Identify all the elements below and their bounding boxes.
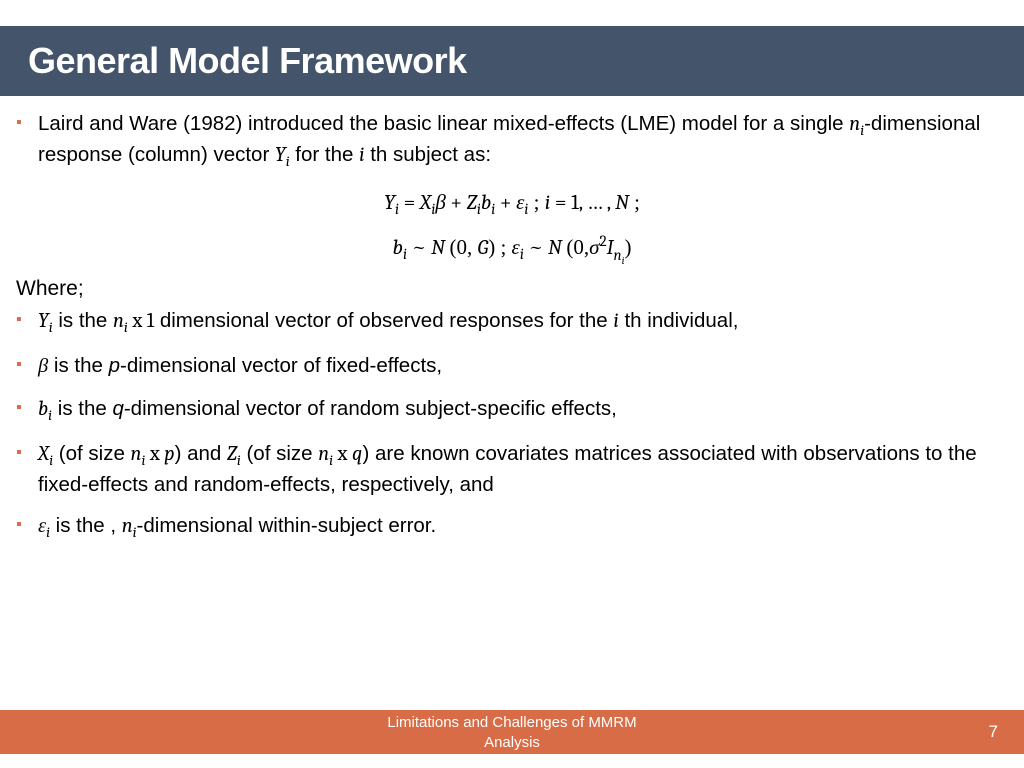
def-eps: εi is the , ni-dimensional within-subjec… bbox=[14, 512, 1010, 543]
def-bi: bi is the q-dimensional vector of random… bbox=[14, 395, 1010, 426]
def-beta: β is the p-dimensional vector of fixed-e… bbox=[14, 352, 1010, 381]
equation-2: bi ~ N (0, G) ; εi ~ N (0,σ2Ini) bbox=[14, 229, 1010, 269]
intro-text-4: th subject as: bbox=[365, 143, 491, 166]
equation-1: Yi = Xiβ + Zibi + εi ; i = 1, … , N ; bbox=[14, 186, 1010, 221]
title-bar: General Model Framework bbox=[0, 26, 1024, 96]
intro-text-1: Laird and Ware (1982) introduced the bas… bbox=[38, 112, 849, 135]
footer-title: Limitations and Challenges of MMRMAnalys… bbox=[0, 713, 1024, 752]
def-xi-zi: Xi (of size ni x p) and Zi (of size ni x… bbox=[14, 440, 1010, 499]
intro-bullet: Laird and Ware (1982) introduced the bas… bbox=[14, 110, 1010, 172]
slide: General Model Framework Laird and Ware (… bbox=[0, 0, 1024, 768]
footer-bar: Limitations and Challenges of MMRMAnalys… bbox=[0, 710, 1024, 754]
eq1-end: ; bbox=[629, 190, 640, 214]
slide-title: General Model Framework bbox=[0, 40, 467, 82]
intro-text-3: for the bbox=[290, 143, 360, 166]
eq1-sep: ; bbox=[528, 190, 544, 214]
sym-ni: ni bbox=[849, 113, 864, 136]
where-label: Where; bbox=[16, 277, 1010, 301]
def-yi: Yi is the ni x 1 dimensional vector of o… bbox=[14, 307, 1010, 338]
page-number: 7 bbox=[989, 722, 998, 742]
slide-body: Laird and Ware (1982) introduced the bas… bbox=[14, 110, 1010, 706]
definitions-list: Yi is the ni x 1 dimensional vector of o… bbox=[14, 307, 1010, 543]
intro-list: Laird and Ware (1982) introduced the bas… bbox=[14, 110, 1010, 172]
sym-yi: Yi bbox=[275, 144, 290, 167]
